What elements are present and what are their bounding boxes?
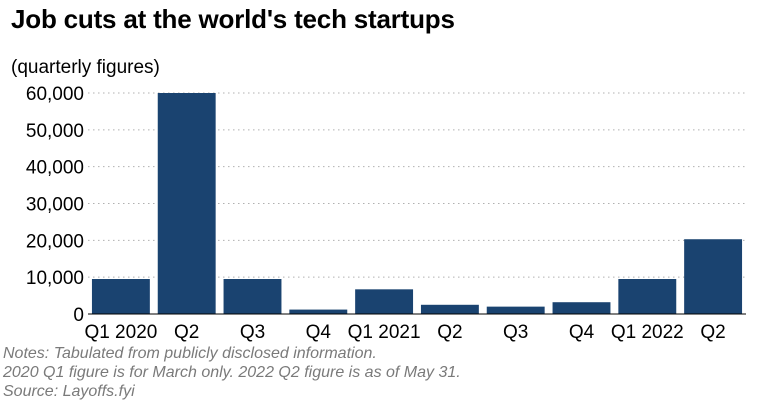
y-tick-label: 40,000 [26,158,84,179]
x-tick-label: Q2 [700,322,725,343]
note-line-2: 2020 Q1 figure is for March only. 2022 Q… [3,364,461,381]
x-tick-label: Q2 [174,322,199,343]
bar [552,302,611,314]
chart-title: Job cuts at the world's tech startups [11,4,455,34]
bar [223,279,282,314]
bar [157,93,216,314]
y-tick-label: 20,000 [26,231,84,252]
bar [684,239,743,314]
x-tick-label: Q2 [437,322,462,343]
y-tick-label: 10,000 [26,268,84,289]
y-axis-ticks: 0 10,000 20,000 30,000 40,000 50,000 60,000 [26,84,84,326]
bars [91,93,743,314]
x-axis-ticks: Q1 2020 Q2 Q3 Q4 Q1 2021 Q2 Q3 Q4 Q1 2022 Q2 [84,322,725,343]
bar [420,304,479,314]
x-tick-label: Q3 [503,322,528,343]
y-tick-label: 0 [73,305,84,326]
footnotes: Notes: Tabulated from publicly disclosed… [3,344,461,401]
source-line: Source: Layoffs.fyi [3,383,135,400]
x-tick-label: Q1 2020 [84,322,157,343]
bar [289,309,348,314]
note-line-1: Notes: Tabulated from publicly disclosed… [3,345,377,362]
x-tick-label: Q4 [569,322,595,343]
bar [486,306,545,314]
bar [355,289,414,314]
y-tick-label: 30,000 [26,195,84,216]
x-tick-label: Q4 [306,322,332,343]
bar [91,279,150,314]
y-tick-label: 50,000 [26,121,84,142]
chart-subtitle: (quarterly figures) [11,57,160,78]
x-tick-label: Q1 2022 [611,322,684,343]
x-tick-label: Q1 2021 [348,322,421,343]
bar [618,279,677,314]
y-tick-label: 60,000 [26,84,84,105]
bar-chart: 0 10,000 20,000 30,000 40,000 50,000 60,000 Q1… [26,84,746,343]
x-tick-label: Q3 [240,322,265,343]
